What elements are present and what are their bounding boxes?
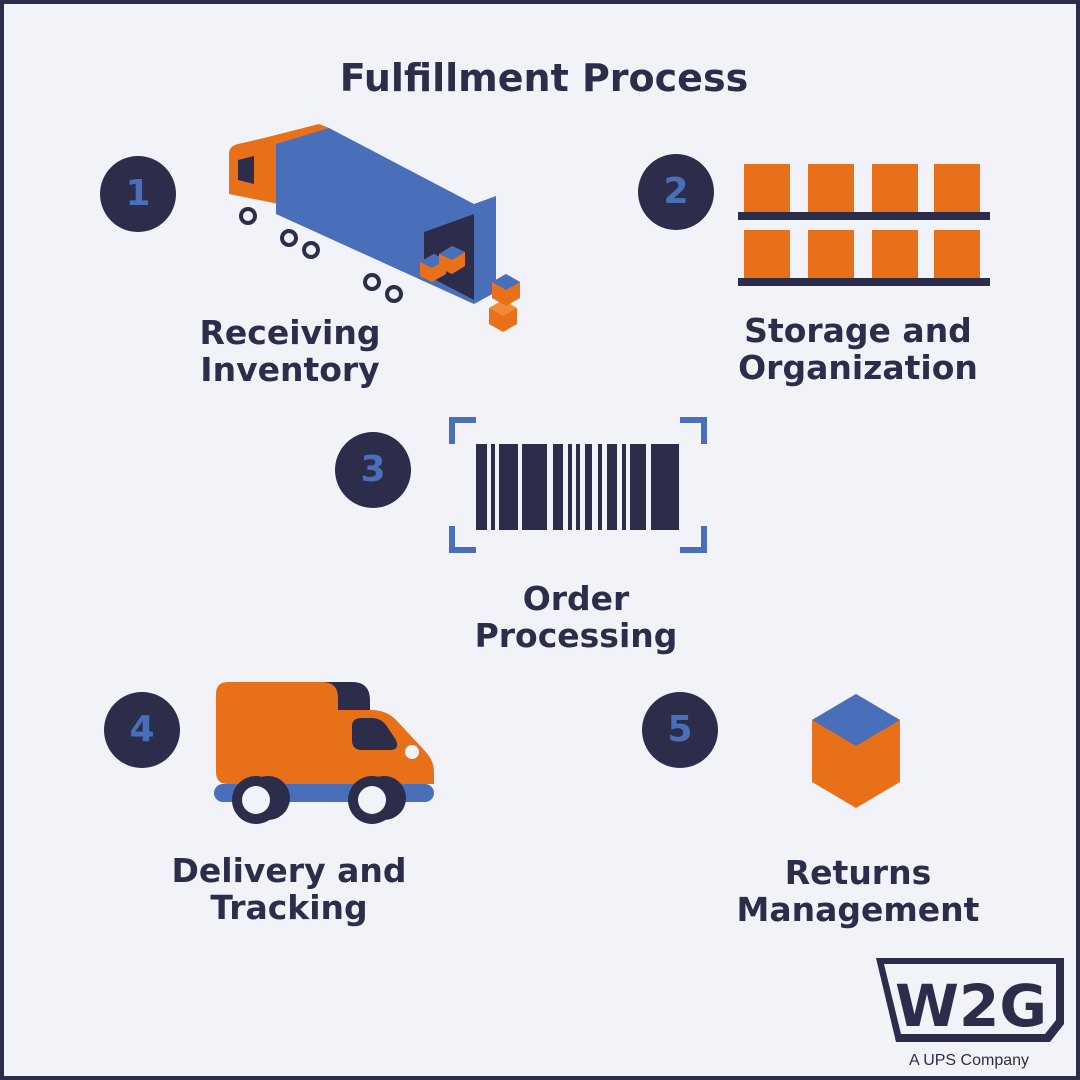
step-4-label: Delivery and Tracking xyxy=(171,851,407,927)
semi-truck-icon xyxy=(229,124,520,332)
step-5-label: Returns Management xyxy=(736,853,980,929)
delivery-van-icon xyxy=(214,682,434,824)
step-2-label: Storage and Organization xyxy=(738,311,978,387)
step-5-badge: 5 xyxy=(642,692,718,768)
logo-tagline: A UPS Company xyxy=(908,1052,1030,1069)
barcode-icon xyxy=(449,417,707,553)
page-title: Fulfillment Process xyxy=(339,56,749,100)
step-3-badge: 3 xyxy=(335,432,411,508)
step-2-badge: 2 xyxy=(638,154,714,230)
w2g-logo: W2G xyxy=(876,958,1064,1042)
step-3-label: Order Processing xyxy=(474,579,678,655)
step-1-badge: 1 xyxy=(100,156,176,232)
step-1-label: Receiving Inventory xyxy=(199,313,381,389)
logo-text: W2G xyxy=(895,972,1047,1040)
step-4-badge: 4 xyxy=(104,692,180,768)
box-icon xyxy=(812,694,900,808)
shelves-icon xyxy=(738,164,990,286)
